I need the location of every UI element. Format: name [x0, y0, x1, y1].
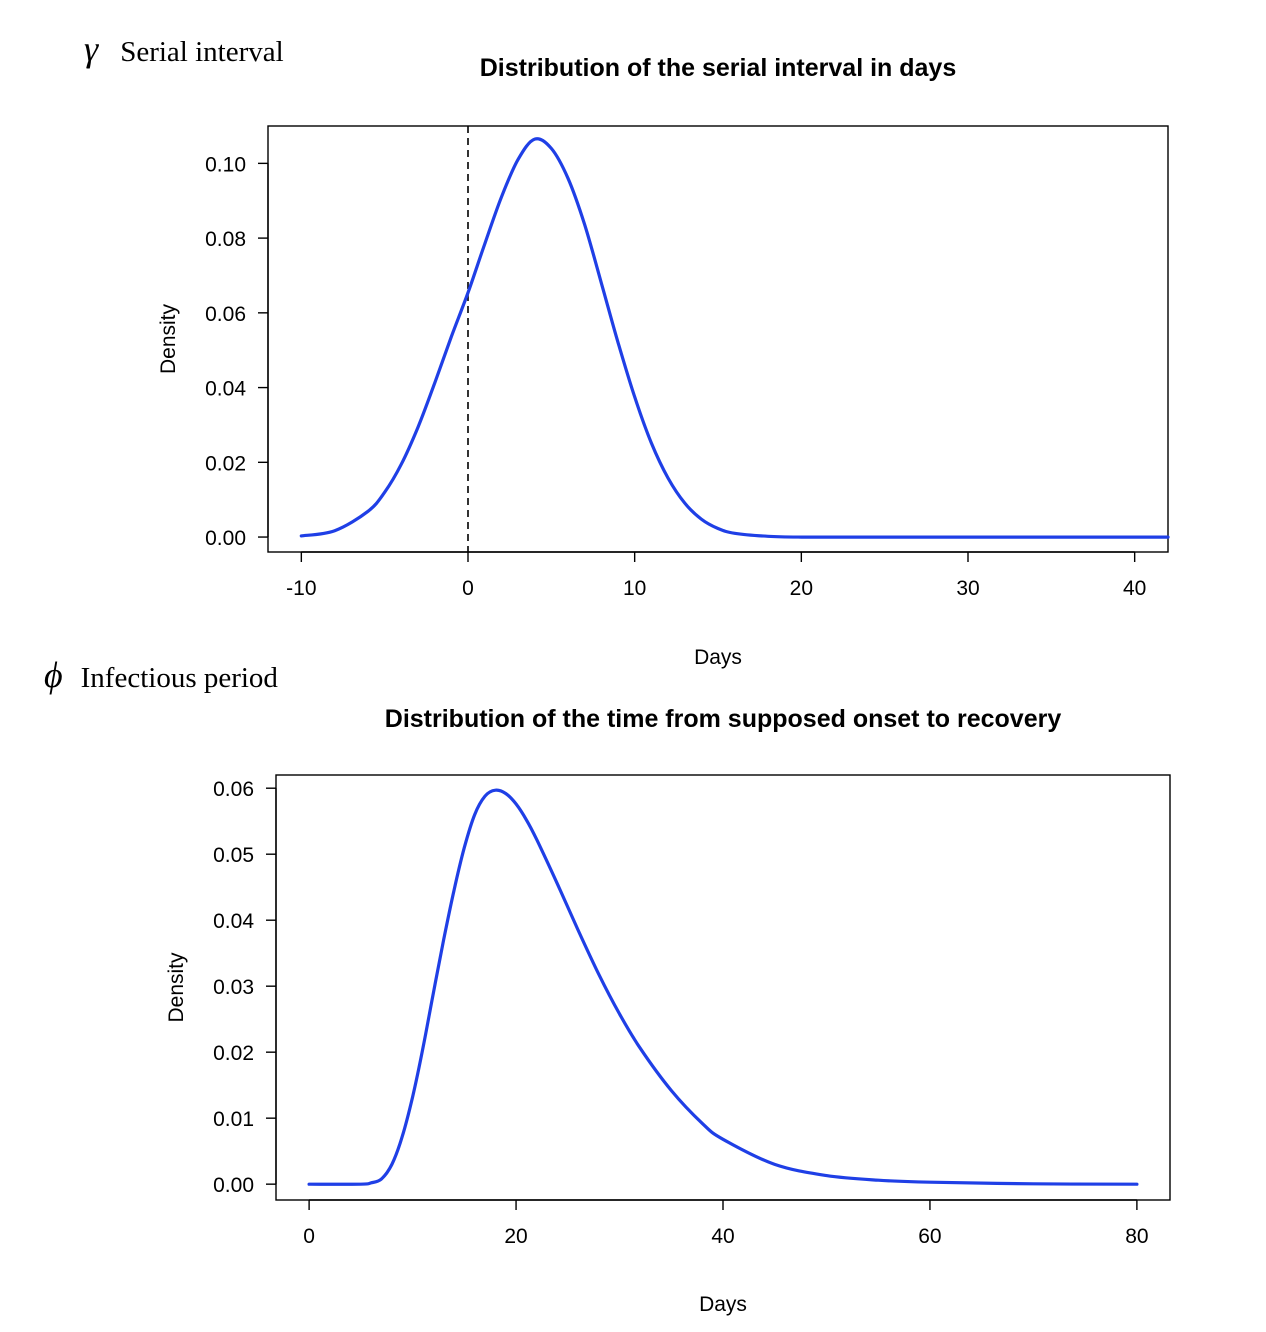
y-tick-label: 0.05	[213, 844, 254, 867]
x-tick-label: 10	[623, 577, 646, 600]
y-tick-label: 0.06	[205, 303, 246, 326]
x-tick-label: -10	[286, 577, 316, 600]
plot-frame	[275, 774, 1171, 1201]
y-tick-label: 0.04	[205, 378, 246, 401]
y-tick-label: 0.00	[205, 527, 246, 550]
x-tick-label: 40	[711, 1225, 734, 1248]
chart-title: Distribution of the time from supposed o…	[385, 705, 1062, 733]
x-tick-label: 0	[462, 577, 474, 600]
x-tick-label: 0	[303, 1225, 315, 1248]
panel-label-serial-interval: γ Serial interval	[84, 28, 284, 70]
x-axis-label: Days	[694, 646, 742, 669]
y-tick-label: 0.04	[213, 910, 254, 933]
x-tick-label: 80	[1125, 1225, 1148, 1248]
gamma-symbol: γ	[84, 29, 99, 69]
panel-label-text: Serial interval	[120, 36, 284, 68]
panel-label-text: Infectious period	[80, 662, 278, 694]
x-tick-label: 60	[918, 1225, 941, 1248]
x-axis-label: Days	[699, 1293, 747, 1316]
y-tick-label: 0.06	[213, 778, 254, 801]
serial-interval-chart: Distribution of the serial interval in d…	[157, 54, 1170, 669]
x-tick-label: 20	[790, 577, 813, 600]
y-tick-label: 0.10	[205, 153, 246, 176]
panel-label-infectious-period: ϕ Infectious period	[44, 654, 278, 696]
chart-title: Distribution of the serial interval in d…	[480, 54, 957, 82]
y-tick-label: 0.08	[205, 228, 246, 251]
density-curve	[299, 137, 1170, 539]
y-tick-label: 0.02	[205, 452, 246, 475]
x-tick-label: 20	[504, 1225, 527, 1248]
y-tick-label: 0.03	[213, 976, 254, 999]
y-axis-label: Density	[165, 952, 188, 1023]
y-axis-label: Density	[157, 303, 180, 374]
phi-symbol: ϕ	[44, 655, 63, 695]
x-tick-label: 40	[1123, 577, 1146, 600]
x-tick-label: 30	[956, 577, 979, 600]
y-tick-label: 0.02	[213, 1042, 254, 1065]
density-curve	[307, 788, 1139, 1186]
y-tick-label: 0.00	[213, 1174, 254, 1197]
y-tick-label: 0.01	[213, 1108, 254, 1131]
